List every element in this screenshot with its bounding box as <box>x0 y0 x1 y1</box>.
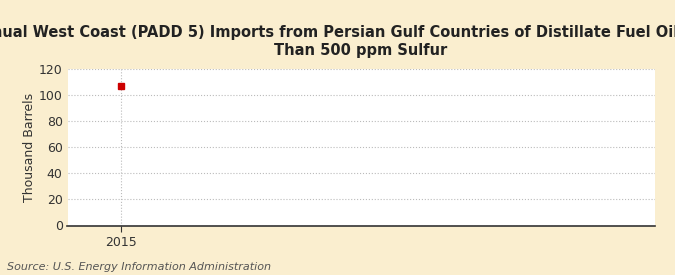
Title: Annual West Coast (PADD 5) Imports from Persian Gulf Countries of Distillate Fue: Annual West Coast (PADD 5) Imports from … <box>0 25 675 58</box>
Text: Source: U.S. Energy Information Administration: Source: U.S. Energy Information Administ… <box>7 262 271 272</box>
Y-axis label: Thousand Barrels: Thousand Barrels <box>23 93 36 202</box>
